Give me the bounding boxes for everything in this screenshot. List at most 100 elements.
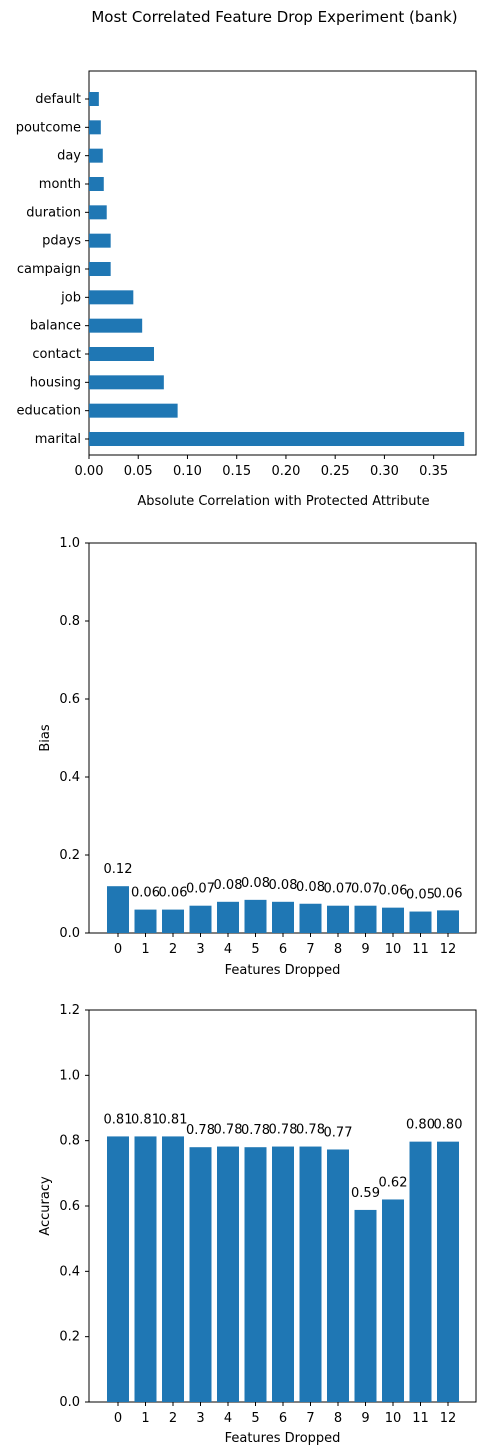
bar-duration xyxy=(89,205,107,220)
bar-5 xyxy=(244,899,267,933)
data-label: 0.80 xyxy=(434,1118,463,1133)
figure-title: Most Correlated Feature Drop Experiment … xyxy=(91,8,458,26)
x-tick-label: 10 xyxy=(385,942,402,957)
bar-8 xyxy=(327,905,349,933)
y-tick-label: contact xyxy=(32,347,81,362)
bar-9 xyxy=(354,1209,377,1402)
y-tick-label: day xyxy=(57,149,81,164)
y-tick-label: 1.0 xyxy=(59,1068,80,1083)
y-tick-label: education xyxy=(16,404,81,419)
y-tick-label: 0.0 xyxy=(59,1395,80,1410)
bar-default xyxy=(89,92,99,106)
y-tick-label: poutcome xyxy=(16,120,81,135)
x-tick-label: 7 xyxy=(306,1411,314,1426)
x-tick-label: 6 xyxy=(279,942,287,957)
y-tick-label: default xyxy=(35,92,81,107)
bar-12 xyxy=(437,1141,459,1402)
bar-12 xyxy=(437,910,459,933)
bar-6 xyxy=(272,1146,294,1402)
data-label: 0.06 xyxy=(131,886,160,901)
y-tick-label: month xyxy=(39,177,81,192)
x-tick-label: 5 xyxy=(251,1411,259,1426)
bar-balance xyxy=(89,318,143,333)
x-tick-label: 9 xyxy=(361,942,369,957)
x-tick-label: 0 xyxy=(114,1411,122,1426)
bar-4 xyxy=(217,901,239,933)
y-tick-label: 0.0 xyxy=(59,926,80,941)
x-tick-label: 2 xyxy=(169,1411,177,1426)
data-label: 0.08 xyxy=(269,878,298,893)
data-label: 0.59 xyxy=(351,1186,380,1201)
y-tick-label: 0.2 xyxy=(59,1330,80,1345)
bar-11 xyxy=(409,1141,432,1402)
x-tick-label: 4 xyxy=(224,1411,232,1426)
x-axis-label: Absolute Correlation with Protected Attr… xyxy=(137,494,429,509)
x-tick-label: 6 xyxy=(279,1411,287,1426)
bar-7 xyxy=(299,903,322,933)
data-label: 0.78 xyxy=(186,1123,215,1138)
bar-0 xyxy=(107,886,129,933)
y-tick-label: 0.6 xyxy=(59,1199,80,1214)
bar-3 xyxy=(189,905,212,933)
x-tick-label: 0.35 xyxy=(419,464,448,479)
x-tick-label: 5 xyxy=(251,942,259,957)
bar-month xyxy=(89,177,104,191)
data-label: 0.81 xyxy=(131,1112,160,1127)
data-label: 0.80 xyxy=(406,1118,435,1133)
data-label: 0.12 xyxy=(104,862,133,877)
bar-4 xyxy=(217,1146,239,1402)
y-tick-label: 1.2 xyxy=(59,1003,80,1018)
bar-2 xyxy=(162,1136,184,1402)
x-tick-label: 4 xyxy=(224,942,232,957)
bar-poutcome xyxy=(89,120,101,135)
bar-9 xyxy=(354,905,377,933)
bar-1 xyxy=(134,909,157,933)
data-label: 0.78 xyxy=(296,1123,325,1138)
data-label: 0.06 xyxy=(159,886,188,901)
x-tick-label: 12 xyxy=(440,942,457,957)
data-label: 0.78 xyxy=(241,1123,270,1138)
data-label: 0.08 xyxy=(296,880,325,895)
x-tick-label: 0.00 xyxy=(75,464,104,479)
data-label: 0.08 xyxy=(214,878,243,893)
x-tick-label: 11 xyxy=(412,1411,429,1426)
correlation-bar-chart: default poutcome day month duration pdays camp… xyxy=(16,70,477,509)
y-tick-label: 0.6 xyxy=(59,692,80,707)
x-axis-label: Features Dropped xyxy=(225,1431,341,1446)
data-label: 0.78 xyxy=(269,1123,298,1138)
y-tick-label: 0.4 xyxy=(59,770,80,785)
y-tick-label: housing xyxy=(30,375,81,390)
data-label: 0.07 xyxy=(351,882,380,897)
x-tick-label: 0 xyxy=(114,942,122,957)
bar-6 xyxy=(272,901,294,933)
bar-8 xyxy=(327,1149,349,1402)
x-tick-label: 3 xyxy=(196,942,204,957)
y-axis-label: Bias xyxy=(38,724,53,751)
bar-marital xyxy=(89,432,465,446)
bar-2 xyxy=(162,909,184,933)
bar-housing xyxy=(89,375,164,390)
bar-0 xyxy=(107,1136,129,1402)
bias-bar-chart: 0.1200.0610.0620.0730.0840.0850.0860.087… xyxy=(38,536,477,978)
x-tick-label: 9 xyxy=(361,1411,369,1426)
data-label: 0.06 xyxy=(434,886,463,901)
x-tick-label: 1 xyxy=(141,942,149,957)
bar-5 xyxy=(244,1147,267,1402)
bar-10 xyxy=(382,907,404,933)
data-label: 0.77 xyxy=(324,1125,353,1140)
bar-10 xyxy=(382,1199,404,1402)
y-tick-label: pdays xyxy=(42,234,81,249)
y-tick-label: 0.8 xyxy=(59,614,80,629)
bar-job xyxy=(89,290,134,305)
y-tick-label: marital xyxy=(35,432,81,447)
y-axis-label: Accuracy xyxy=(38,1176,53,1236)
bar-pdays xyxy=(89,233,111,248)
bar-7 xyxy=(299,1146,322,1402)
x-tick-label: 0.20 xyxy=(271,464,300,479)
data-label: 0.81 xyxy=(104,1112,133,1127)
x-tick-label: 8 xyxy=(334,942,342,957)
data-label: 0.78 xyxy=(214,1123,243,1138)
bar-11 xyxy=(409,911,432,933)
x-tick-label: 2 xyxy=(169,942,177,957)
x-axis-label: Features Dropped xyxy=(225,963,341,978)
